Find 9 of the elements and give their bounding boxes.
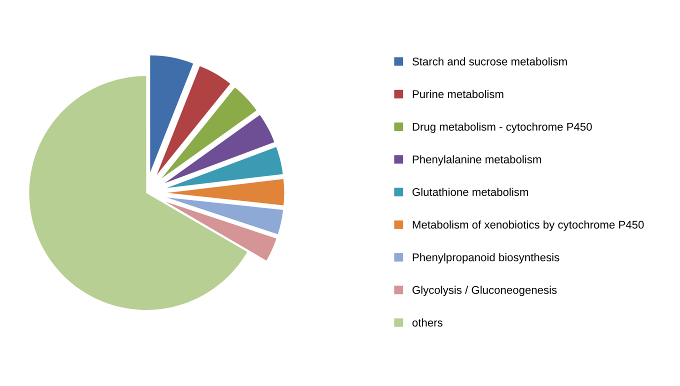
legend-label: Glycolysis / Gluconeogenesis — [412, 286, 557, 296]
legend-label: others — [412, 318, 442, 327]
legend-label: Metabolism of xenobiotics by cytochrome P450 — [412, 220, 644, 231]
legend-label: Phenylalanine metabolism — [412, 155, 541, 166]
legend-label: Drug metabolism - cytochrome P450 — [412, 122, 592, 133]
legend-label: Starch and sucrose metabolism — [412, 57, 567, 66]
legend-label: Glutathione metabolism — [412, 188, 528, 196]
legend-label: Phenylpropanoid biosynthesis — [412, 253, 560, 264]
legend-label: Purine metabolism — [412, 90, 504, 98]
